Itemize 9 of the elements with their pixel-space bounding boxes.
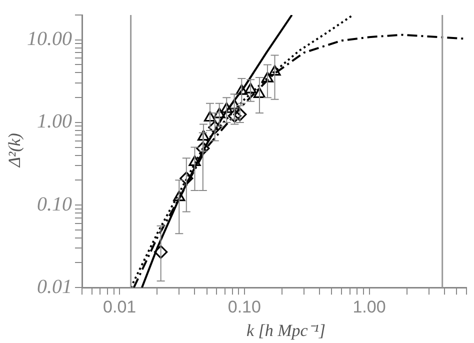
- y-tick-label: 0.10: [37, 193, 72, 216]
- y-tick-label: 0.01: [37, 276, 72, 298]
- x-tick-label: 0.01: [103, 297, 136, 316]
- y-tick-label: 1.00: [37, 110, 72, 133]
- x-axis-title: k [h Mpc⁻¹]: [245, 320, 327, 341]
- x-tick-label: 1.00: [352, 297, 386, 316]
- y-tick-label: 10.00: [27, 28, 72, 50]
- y-axis-title: Δ²(k): [5, 133, 25, 167]
- x-tick-label: 0.10: [228, 297, 261, 316]
